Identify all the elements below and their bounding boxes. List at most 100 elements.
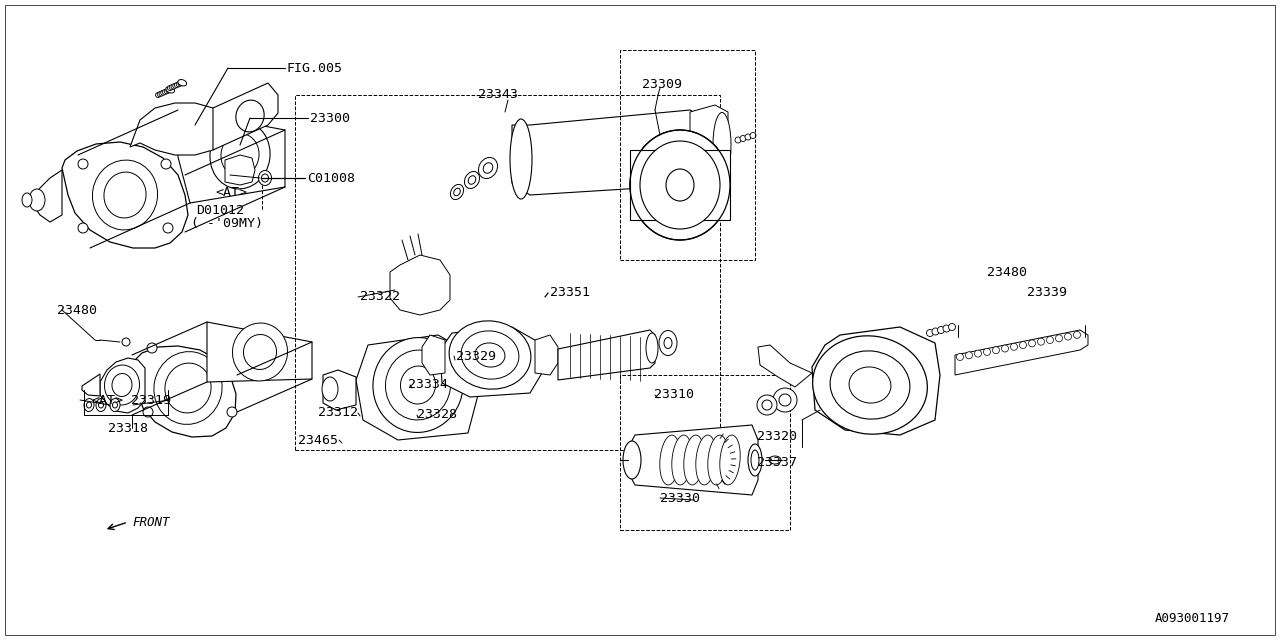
Ellipse shape (111, 374, 132, 397)
Text: 23339: 23339 (1027, 285, 1068, 298)
Circle shape (735, 137, 741, 143)
Circle shape (166, 88, 172, 93)
Text: 23319: 23319 (131, 394, 172, 406)
Polygon shape (628, 425, 758, 495)
Ellipse shape (849, 367, 891, 403)
Ellipse shape (813, 336, 927, 434)
Circle shape (1065, 333, 1071, 340)
Ellipse shape (22, 193, 32, 207)
Text: 23300: 23300 (310, 111, 349, 125)
Circle shape (220, 345, 230, 355)
Ellipse shape (110, 399, 120, 412)
Text: A093001197: A093001197 (1155, 611, 1230, 625)
Ellipse shape (178, 79, 187, 86)
Text: 23318: 23318 (108, 422, 148, 435)
Ellipse shape (646, 333, 658, 363)
Ellipse shape (689, 115, 710, 188)
Ellipse shape (461, 331, 518, 379)
Circle shape (161, 159, 172, 169)
Ellipse shape (751, 450, 759, 470)
Ellipse shape (694, 120, 707, 182)
Text: 23309: 23309 (643, 79, 682, 92)
Polygon shape (390, 255, 451, 315)
Circle shape (1074, 332, 1080, 339)
Text: 23310: 23310 (654, 388, 694, 401)
Ellipse shape (769, 456, 781, 464)
Text: 23334: 23334 (408, 378, 448, 392)
Circle shape (178, 81, 183, 86)
Ellipse shape (468, 176, 476, 184)
Ellipse shape (672, 435, 692, 485)
Ellipse shape (104, 172, 146, 218)
Circle shape (927, 330, 933, 337)
Polygon shape (33, 170, 61, 222)
Text: FRONT: FRONT (132, 515, 169, 529)
Ellipse shape (831, 351, 910, 419)
Ellipse shape (113, 402, 118, 408)
Circle shape (163, 90, 168, 95)
Circle shape (965, 352, 973, 359)
Polygon shape (535, 335, 558, 375)
Ellipse shape (323, 377, 338, 401)
Circle shape (983, 348, 991, 355)
Circle shape (762, 400, 772, 410)
Ellipse shape (659, 435, 680, 485)
Text: 23465: 23465 (298, 433, 338, 447)
Text: 23480: 23480 (987, 266, 1027, 278)
Circle shape (143, 407, 154, 417)
Ellipse shape (99, 402, 104, 408)
Ellipse shape (449, 321, 531, 389)
Text: 23312: 23312 (317, 406, 358, 419)
Circle shape (956, 353, 964, 360)
Ellipse shape (29, 189, 45, 211)
Text: 23320: 23320 (756, 429, 797, 442)
Ellipse shape (261, 174, 269, 182)
Circle shape (1038, 338, 1044, 345)
Ellipse shape (154, 351, 223, 424)
Text: 23337: 23337 (756, 456, 797, 468)
Ellipse shape (666, 169, 694, 201)
Ellipse shape (748, 444, 762, 476)
Polygon shape (207, 322, 312, 382)
Polygon shape (356, 335, 477, 440)
Ellipse shape (453, 188, 461, 196)
Polygon shape (422, 335, 445, 375)
Circle shape (1001, 345, 1009, 352)
Ellipse shape (84, 399, 93, 412)
Circle shape (1029, 340, 1036, 347)
Circle shape (174, 83, 179, 88)
Polygon shape (225, 155, 255, 185)
Circle shape (147, 343, 157, 353)
Circle shape (1047, 337, 1053, 344)
Text: FIG.005: FIG.005 (287, 61, 343, 74)
Bar (620, 50, 755, 260)
Circle shape (948, 323, 955, 330)
Ellipse shape (243, 335, 276, 369)
Ellipse shape (122, 338, 131, 346)
Ellipse shape (684, 435, 704, 485)
Ellipse shape (92, 160, 157, 230)
Polygon shape (630, 150, 730, 220)
Bar (620, 375, 790, 530)
Circle shape (78, 159, 88, 169)
Ellipse shape (465, 172, 480, 189)
Ellipse shape (475, 343, 504, 367)
Text: C01008: C01008 (307, 172, 355, 184)
Circle shape (177, 82, 182, 87)
Ellipse shape (221, 134, 259, 177)
Ellipse shape (659, 330, 677, 355)
Polygon shape (82, 374, 100, 396)
Ellipse shape (259, 170, 271, 186)
Polygon shape (178, 110, 285, 203)
Circle shape (943, 325, 950, 332)
Polygon shape (61, 142, 188, 248)
Ellipse shape (623, 441, 641, 479)
Circle shape (1056, 335, 1062, 342)
Ellipse shape (165, 363, 211, 413)
Circle shape (163, 223, 173, 233)
Polygon shape (690, 105, 728, 185)
Circle shape (745, 134, 751, 140)
Ellipse shape (96, 399, 106, 412)
Circle shape (173, 83, 178, 88)
Ellipse shape (105, 365, 140, 405)
